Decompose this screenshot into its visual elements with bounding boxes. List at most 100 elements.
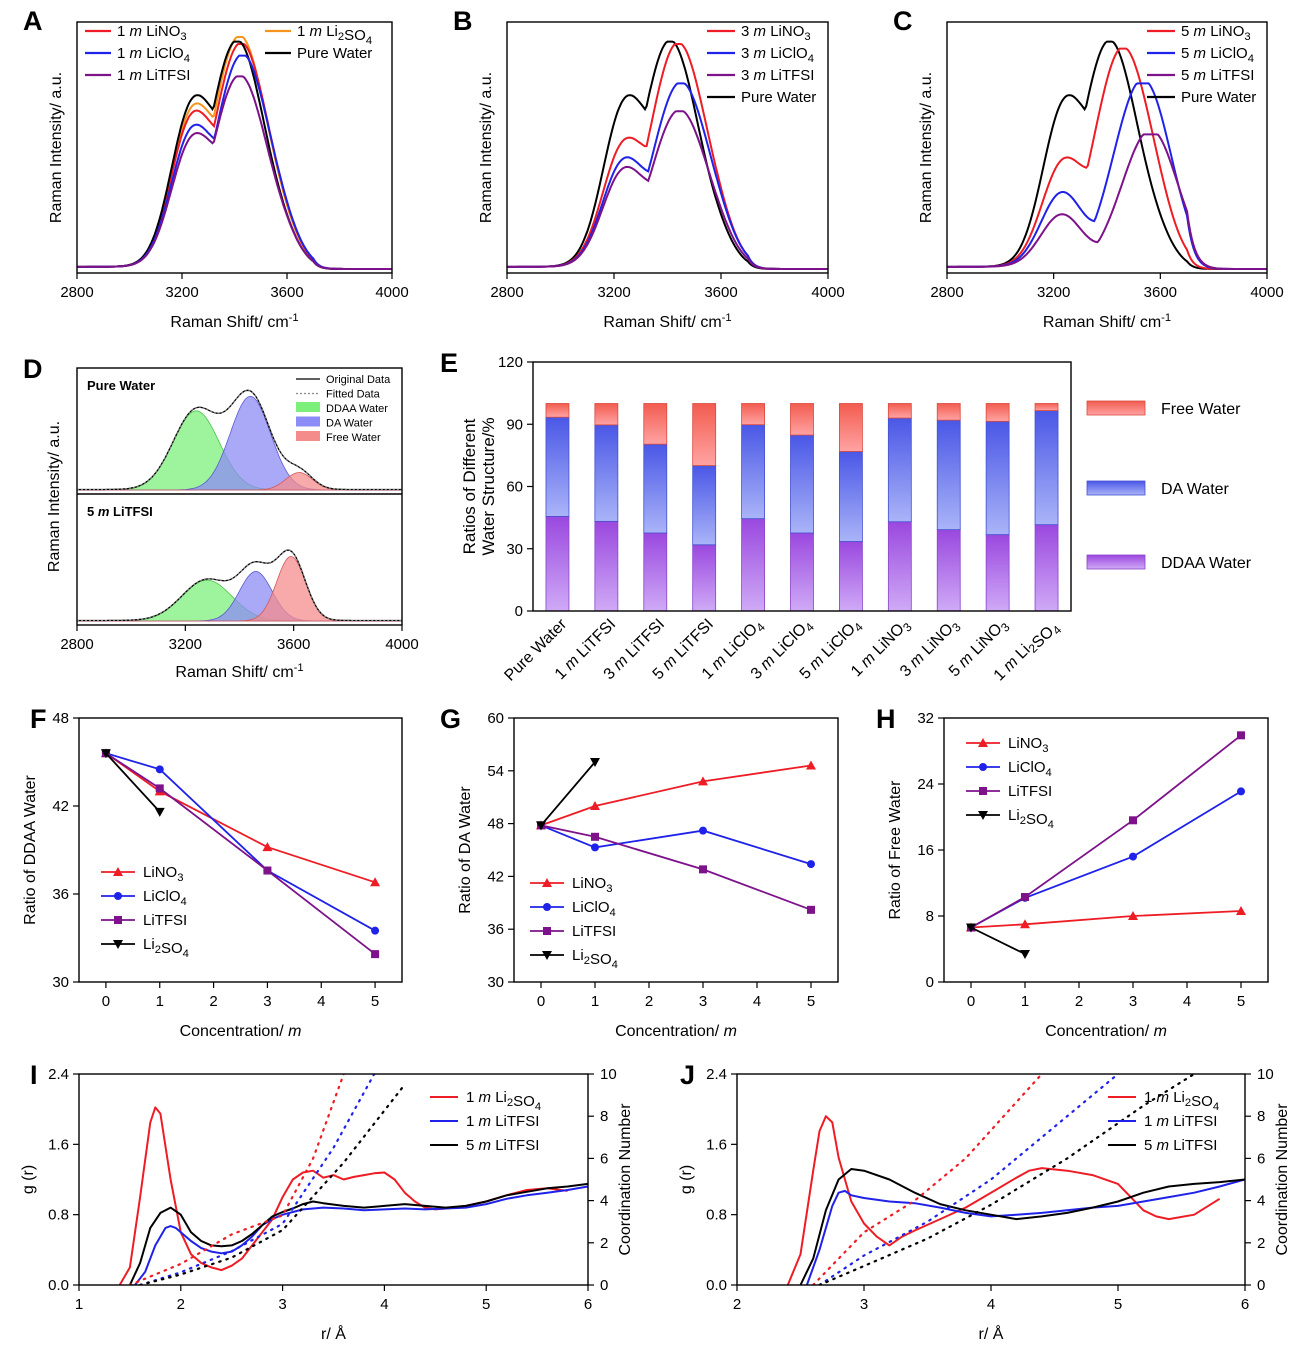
x-tick-label: 3200 <box>1037 284 1070 301</box>
y-tick-label: 30 <box>52 974 69 991</box>
legend-label: DDAA Water <box>326 403 388 415</box>
y-axis-label: Raman Intensity/ a.u. <box>46 421 63 572</box>
data-point <box>1021 893 1029 902</box>
legend-label: Original Data <box>326 374 391 386</box>
x-axis-label: Raman Shift/ cm-1 <box>175 662 303 681</box>
legend-swatch <box>296 402 320 412</box>
panel-label: I <box>30 1060 38 1090</box>
legend-label: LiTFSI <box>1008 783 1052 800</box>
x-tick-label: 4 <box>317 993 325 1010</box>
x-axis-label: Concentration/ m <box>180 1023 302 1040</box>
legend-label: 3 m LiTFSI <box>741 67 814 84</box>
x-axis-label: r/ Å <box>321 1324 346 1343</box>
y-tick-label: 0.0 <box>706 1277 727 1294</box>
x-axis-label: Raman Shift/ cm-1 <box>1043 312 1171 331</box>
subpanel-title: 5 m LiTFSI <box>87 504 153 519</box>
bar-segment <box>741 403 765 426</box>
y-tick-label: 30 <box>506 541 523 558</box>
data-point <box>1129 816 1137 825</box>
legend-label: 1 m LiTFSI <box>117 67 190 84</box>
panel-G: 0 1 2 3 4 5 30 36 42 48 54 60 Concentration/ m Ratio … <box>440 704 839 1040</box>
data-point <box>100 749 111 759</box>
panel-H: 0 1 2 3 4 5 0 8 16 24 32 Concentration/ m Ratio of F… <box>876 704 1269 1040</box>
panel-label: A <box>23 6 43 36</box>
bar-segment <box>692 544 717 612</box>
x-tick-label: 5 <box>1114 1296 1122 1313</box>
x-tick-label: 1 <box>75 1296 83 1313</box>
data-point <box>155 765 164 774</box>
legend-label: Free Water <box>1161 401 1241 418</box>
data-point <box>542 951 552 960</box>
bar-segment <box>790 532 814 612</box>
data-point <box>699 865 707 874</box>
panel-J: 2 3 4 5 6 0.0 0.8 1.6 2.4 0 2 4 6 8 10 r/ Å g (r) Coordin… <box>678 1060 1291 1343</box>
plot-frame <box>76 367 403 626</box>
x-tick-label: 5 <box>482 1296 490 1313</box>
panel-D: Pure Water 5 m LiTFSI 2800 3200 3600 4000 Rama… <box>23 354 419 681</box>
data-point <box>543 927 551 935</box>
x-tick-label: 3200 <box>597 284 630 301</box>
legend-swatch <box>296 416 320 427</box>
y2-tick-label: 6 <box>1257 1150 1265 1167</box>
bar-segment <box>594 403 619 426</box>
y2-tick-label: 4 <box>600 1193 608 1210</box>
bar-segment <box>741 518 765 612</box>
x-axis-label: Concentration/ m <box>615 1023 737 1040</box>
y-tick-label: 0.8 <box>48 1207 69 1224</box>
y-tick-label: 54 <box>487 763 504 780</box>
x-tick-label: 3 <box>699 993 707 1010</box>
y-tick-label: 0.8 <box>706 1207 727 1224</box>
x-tick-label: 5 <box>1237 993 1245 1010</box>
x-tick-label: 2 <box>177 1296 185 1313</box>
x-tick-label: 4 <box>1183 993 1191 1010</box>
y-tick-label: 0.0 <box>48 1277 69 1294</box>
panel-C: 2800 3200 3600 4000 Raman Shift/ cm-1 Raman I… <box>893 6 1284 331</box>
y-tick-label: 42 <box>52 798 69 815</box>
coordination-line <box>818 1074 1120 1285</box>
data-point <box>807 860 815 869</box>
x-tick-label: 2800 <box>60 284 93 301</box>
x-axis-label: Raman Shift/ cm-1 <box>170 312 298 331</box>
data-point <box>536 821 546 831</box>
bar-segment <box>985 420 1010 536</box>
fitted-data-line <box>77 549 402 621</box>
bar-segment <box>936 403 961 421</box>
data-point <box>979 763 987 771</box>
y-tick-label: 42 <box>487 868 504 885</box>
legend-label: LiNO3 <box>143 864 183 884</box>
series-line <box>105 752 376 955</box>
panel-label: J <box>680 1060 695 1090</box>
x-tick-label: 3600 <box>270 284 303 301</box>
legend-label: LiTFSI <box>572 923 616 940</box>
rdf-line <box>805 1178 1245 1285</box>
legend: LiNO3 LiClO4 LiTFSI Li2SO4 <box>966 735 1054 831</box>
y-tick-label: 8 <box>926 908 934 925</box>
legend-label: 3 m LiClO4 <box>741 45 814 65</box>
plot-frame <box>76 21 393 274</box>
series-line <box>540 764 812 827</box>
legend-label: 1 m LiTFSI <box>466 1113 539 1130</box>
y-axis-label: Ratio of DA Water <box>457 786 474 914</box>
rdf-line <box>134 1185 588 1285</box>
y-axis-label-line2: Water Structure/% <box>479 417 498 555</box>
bar-segment <box>692 403 717 466</box>
fitted-data-line <box>77 389 402 490</box>
data-area <box>118 1074 588 1285</box>
legend-label: Free Water <box>326 432 381 444</box>
panel-I: 1 2 3 4 5 6 0.0 0.8 1.6 2.4 0 2 4 6 8 10 r/ Å g (r) Coordi… <box>20 1060 634 1343</box>
bar-segment <box>545 515 570 612</box>
x-tick-label: 2 <box>733 1296 741 1313</box>
series-line <box>507 82 828 270</box>
x-tick-label: 1 <box>156 993 164 1010</box>
panel-label: C <box>893 6 913 36</box>
y-tick-label: 16 <box>917 842 934 859</box>
category-label: 1 m LiNO3 <box>848 616 915 683</box>
legend: LiNO3 LiClO4 LiTFSI Li2SO4 <box>530 875 618 971</box>
panel-label: E <box>440 348 458 378</box>
bar-segment <box>643 532 668 612</box>
y-tick-label: 36 <box>487 921 504 938</box>
x-axis-label: r/ Å <box>979 1324 1004 1343</box>
bar-segment <box>985 534 1010 612</box>
series-line <box>540 824 812 865</box>
panel-label: H <box>876 704 896 734</box>
